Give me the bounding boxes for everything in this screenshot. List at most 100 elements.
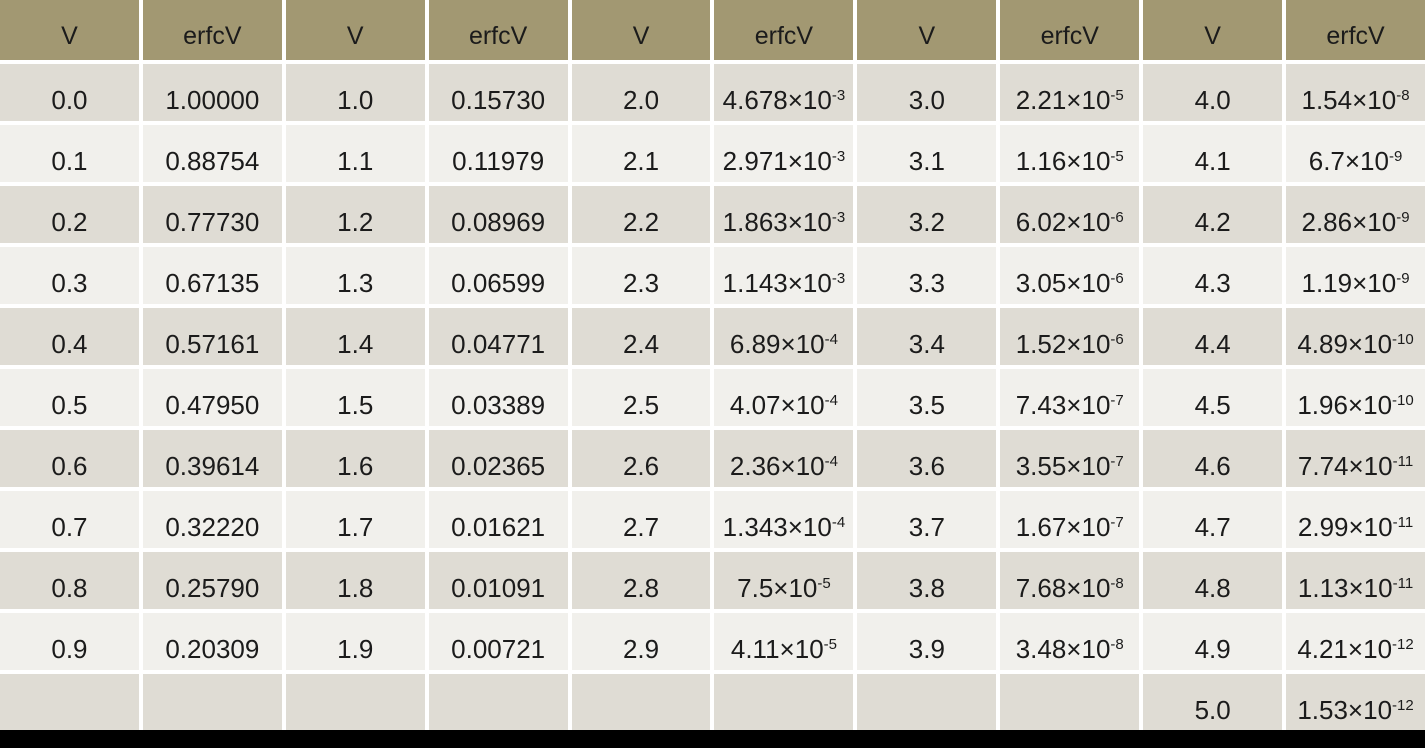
table-cell: 0.67135 — [142, 247, 282, 304]
table-cell: 4.3 — [1143, 247, 1283, 304]
table-cell: 0.7 — [0, 491, 139, 548]
table-cell: 2.2 — [571, 186, 711, 243]
table-cell: 4.0 — [1143, 64, 1283, 121]
column-header-label: V — [918, 21, 936, 50]
v-value: 2.2 — [622, 206, 660, 237]
exponent: -4 — [824, 453, 838, 471]
table-cell: 1.4 — [285, 308, 425, 365]
v-value: 4.2 — [1194, 206, 1231, 237]
table-cell: 2.99×10-11 — [1286, 491, 1425, 548]
table-cell: 1.143×10-3 — [714, 247, 854, 304]
table-cell: 6.7×10-9 — [1286, 125, 1425, 182]
exponent: -8 — [1110, 636, 1124, 654]
erfcv-value: 4.678×10-3 — [722, 84, 846, 115]
table-cell: 1.9 — [285, 613, 425, 670]
table-cell: 2.36×10-4 — [714, 430, 854, 487]
table-cell: 3.6 — [857, 430, 997, 487]
v-value: 0.7 — [51, 511, 88, 542]
erfcv-value: 3.48×10-8 — [1015, 633, 1124, 664]
erfcv-value: 1.343×10-4 — [722, 511, 846, 542]
erfcv-value: 0.02365 — [451, 450, 546, 481]
table-cell: 1.2 — [285, 186, 425, 243]
table-cell: 1.96×10-10 — [1286, 369, 1425, 426]
table-cell: 4.6 — [1143, 430, 1283, 487]
table-cell: 2.6 — [571, 430, 711, 487]
table-cell: 4.2 — [1143, 186, 1283, 243]
erfcv-value: 1.16×10-5 — [1015, 145, 1124, 176]
table-cell: 0.04771 — [428, 308, 568, 365]
exponent: -5 — [1110, 148, 1124, 166]
table-cell: 4.678×10-3 — [714, 64, 854, 121]
table-cell: 1.863×10-3 — [714, 186, 854, 243]
v-value: 2.1 — [622, 145, 660, 176]
erfcv-value: 0.03389 — [451, 389, 546, 420]
table-cell: 1.7 — [285, 491, 425, 548]
column-header-label: erfcV — [754, 21, 814, 50]
v-value: 0.4 — [51, 328, 88, 359]
erfcv-value: 6.7×10-9 — [1308, 145, 1403, 176]
v-value: 3.2 — [908, 206, 945, 237]
erfcv-value: 1.143×10-3 — [722, 267, 846, 298]
erfcv-value: 1.96×10-10 — [1297, 389, 1414, 420]
table-cell — [0, 674, 139, 731]
v-value: 2.7 — [622, 511, 660, 542]
table-cell: 1.6 — [285, 430, 425, 487]
table-cell: 4.8 — [1143, 552, 1283, 609]
v-value: 4.3 — [1194, 267, 1231, 298]
v-value: 0.8 — [51, 572, 88, 603]
v-value: 3.7 — [908, 511, 945, 542]
v-value: 2.3 — [622, 267, 660, 298]
exponent: -9 — [1388, 148, 1403, 166]
table-cell: 3.48×10-8 — [1000, 613, 1140, 670]
exponent: -5 — [823, 636, 837, 654]
table-cell — [428, 674, 568, 731]
table-cell: 2.4 — [571, 308, 711, 365]
erfcv-value: 1.54×10-8 — [1301, 84, 1410, 115]
table-cell — [714, 674, 854, 731]
table-cell: 3.3 — [857, 247, 997, 304]
exponent: -9 — [1396, 209, 1410, 227]
table-cell: 1.0 — [285, 64, 425, 121]
exponent: -11 — [1392, 575, 1414, 593]
table-cell: 3.4 — [857, 308, 997, 365]
v-value: 2.6 — [622, 450, 660, 481]
table-cell: 4.5 — [1143, 369, 1283, 426]
v-value: 0.2 — [51, 206, 88, 237]
column-header-erfcv: erfcV — [714, 0, 854, 60]
v-value: 1.0 — [337, 84, 374, 115]
exponent: -6 — [1110, 331, 1124, 349]
v-value: 1.4 — [337, 328, 374, 359]
table-cell: 6.89×10-4 — [714, 308, 854, 365]
exponent: -4 — [831, 514, 846, 532]
erfcv-value: 0.39614 — [165, 450, 260, 481]
exponent: -12 — [1392, 697, 1414, 715]
exponent: -3 — [831, 270, 846, 288]
table-cell — [571, 674, 711, 731]
v-value: 2.9 — [622, 633, 660, 664]
exponent: -7 — [1110, 392, 1124, 410]
erfcv-value: 4.07×10-4 — [729, 389, 838, 420]
erfcv-value: 0.25790 — [165, 572, 260, 603]
table-cell: 7.43×10-7 — [1000, 369, 1140, 426]
v-value: 0.1 — [51, 145, 88, 176]
table-cell: 0.15730 — [428, 64, 568, 121]
column-header-erfcv: erfcV — [428, 0, 568, 60]
table-cell: 0.20309 — [142, 613, 282, 670]
table-cell: 3.8 — [857, 552, 997, 609]
exponent: -5 — [817, 575, 831, 593]
table-cell: 1.8 — [285, 552, 425, 609]
exponent: -7 — [1110, 514, 1124, 532]
v-value: 0.5 — [51, 389, 88, 420]
v-value: 1.7 — [337, 511, 374, 542]
erfcv-value: 1.53×10-12 — [1297, 694, 1414, 725]
v-value: 3.4 — [908, 328, 945, 359]
exponent: -10 — [1392, 392, 1414, 410]
v-value: 3.8 — [908, 572, 945, 603]
erfcv-value: 0.08969 — [451, 206, 546, 237]
table-cell: 0.32220 — [142, 491, 282, 548]
table-cell: 0.9 — [0, 613, 139, 670]
erfcv-value: 0.01091 — [451, 572, 546, 603]
erfcv-value: 0.67135 — [165, 267, 260, 298]
table-cell: 4.7 — [1143, 491, 1283, 548]
